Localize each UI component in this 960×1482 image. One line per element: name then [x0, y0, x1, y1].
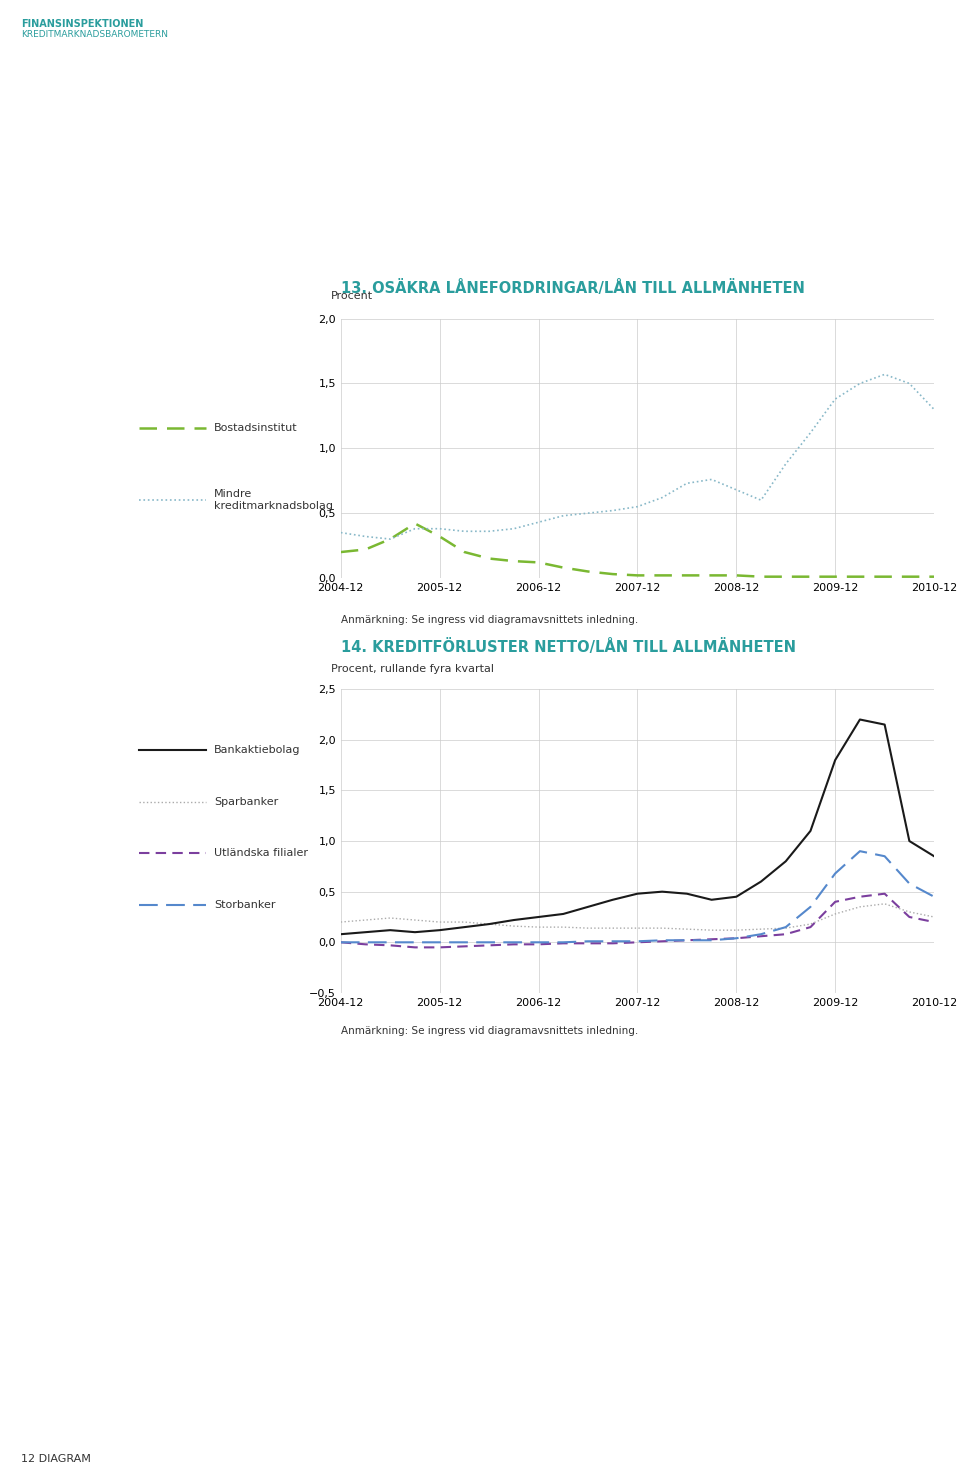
Text: Procent: Procent	[331, 290, 373, 301]
Text: Bostadsinstitut: Bostadsinstitut	[214, 422, 298, 433]
Text: Anmärkning: Se ingress vid diagramavsnittets inledning.: Anmärkning: Se ingress vid diagramavsnit…	[341, 615, 638, 625]
Text: FINANSINSPEKTIONEN: FINANSINSPEKTIONEN	[21, 19, 143, 30]
Text: Anmärkning: Se ingress vid diagramavsnittets inledning.: Anmärkning: Se ingress vid diagramavsnit…	[341, 1026, 638, 1036]
Text: 12 DIAGRAM: 12 DIAGRAM	[21, 1454, 91, 1464]
Text: Procent, rullande fyra kvartal: Procent, rullande fyra kvartal	[331, 664, 494, 674]
Text: Bankaktiebolag: Bankaktiebolag	[214, 745, 300, 754]
Text: Utländska filialer: Utländska filialer	[214, 848, 308, 858]
Text: 14. KREDITFÖRLUSTER NETTO/LÅN TILL ALLMÄNHETEN: 14. KREDITFÖRLUSTER NETTO/LÅN TILL ALLMÄ…	[341, 639, 796, 655]
Text: 13. OSÄKRA LÅNEFORDRINGAR/LÅN TILL ALLMÄNHETEN: 13. OSÄKRA LÅNEFORDRINGAR/LÅN TILL ALLMÄ…	[341, 280, 804, 296]
Text: Mindre
kreditmarknadsbolag: Mindre kreditmarknadsbolag	[214, 489, 333, 511]
Text: Storbanker: Storbanker	[214, 900, 276, 910]
Text: Sparbanker: Sparbanker	[214, 796, 278, 806]
Text: KREDITMARKNADSBAROMETERN: KREDITMARKNADSBAROMETERN	[21, 30, 168, 39]
